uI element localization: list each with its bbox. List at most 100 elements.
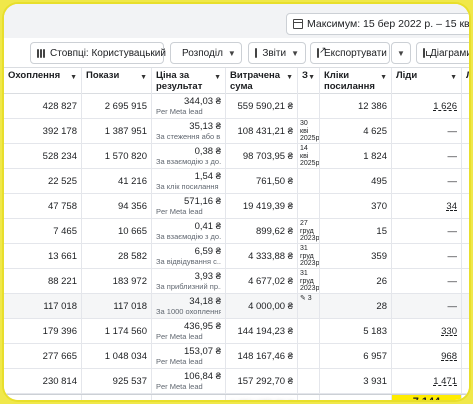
cell-value: 117 018: [113, 301, 147, 312]
cell-spent: 19 419,39 ₴: [226, 194, 298, 219]
total-spent: 1 250 677,30 ₴: [226, 395, 298, 400]
breakdown-button[interactable]: Розподіл ▼: [170, 42, 242, 64]
cell-value: 1 174 560: [104, 326, 147, 337]
cell-value[interactable]: 34: [446, 201, 457, 212]
cell-spent: 157 292,70 ₴: [226, 369, 298, 394]
cell-value: 4 677,02 ₴: [248, 276, 293, 287]
cell-impressions: 28 582: [82, 244, 152, 269]
cell-value: 34,18 ₴: [189, 296, 221, 307]
cell-value: 94 356: [117, 201, 147, 212]
header-label: Кліки посилання: [324, 70, 375, 92]
columns-button[interactable]: Стовпці: Користувацький ▼: [30, 42, 179, 64]
cell-leads: 1 471: [392, 369, 462, 394]
cell-leads: —: [392, 244, 462, 269]
header-leads[interactable]: Ліди ▼: [392, 68, 462, 94]
header-link-clicks[interactable]: Кліки посилання ▼: [320, 68, 392, 94]
ads-manager-window: Максимум: 15 бер 2022 р. – 15 кві 2025 р…: [4, 4, 469, 400]
table-row[interactable]: 392 178 1 387 951 35,13 ₴ За стеження або в…: [4, 119, 469, 144]
cell-cost-per-result: 436,95 ₴ Per Meta lead: [152, 319, 226, 344]
export-button[interactable]: Експортувати: [310, 42, 390, 64]
table-row[interactable]: 230 814 925 537 106,84 ₴ Per Meta lead 157 2…: [4, 369, 469, 394]
columns-label: Стовпці: Користувацький: [50, 47, 166, 59]
cell-value[interactable]: —: [447, 251, 458, 262]
cell-extra: [462, 244, 469, 269]
chevron-down-icon: ▼: [397, 48, 405, 58]
cell-reach: 392 178: [4, 119, 82, 144]
cell-extra: [462, 194, 469, 219]
table-row[interactable]: 528 234 1 570 820 0,38 ₴ За взаємодію з до.…: [4, 144, 469, 169]
cell-value: 761,50 ₴: [256, 176, 293, 187]
table-row[interactable]: 88 221 183 972 3,93 ₴ За приблизний пр... 4 …: [4, 269, 469, 294]
cell-cost-per-result: 0,38 ₴ За взаємодію з до...: [152, 144, 226, 169]
cell-value: 899,62 ₴: [256, 226, 293, 237]
cell-value[interactable]: —: [447, 151, 458, 162]
cell-value: 4 625: [363, 126, 387, 137]
table-row[interactable]: 22 525 41 216 1,54 ₴ За клік посилання 761,5…: [4, 169, 469, 194]
cell-reach: 277 665: [4, 344, 82, 369]
cell-value[interactable]: —: [447, 301, 458, 312]
table-row[interactable]: 277 665 1 048 034 153,07 ₴ Per Meta lead 148…: [4, 344, 469, 369]
header-impressions[interactable]: Покази ▼: [82, 68, 152, 94]
table-header: Охоплення ▼ Покази ▼ Ціна за результат ▼ Ви…: [4, 68, 469, 94]
header-date[interactable]: З ▼: [298, 68, 320, 94]
columns-icon: [37, 48, 45, 58]
table-row[interactable]: 117 018 117 018 34,18 ₴За 1000 охоплення..…: [4, 294, 469, 319]
cell-extra: [462, 94, 469, 119]
cell-value: 22 525: [47, 176, 77, 187]
cell-value: 559 590,21 ₴: [237, 101, 293, 112]
cell-clicks: 5 183: [320, 319, 392, 344]
header-extra[interactable]: Л: [462, 68, 469, 94]
cell-value: 359: [371, 251, 387, 262]
table-row[interactable]: 179 396 1 174 560 436,95 ₴ Per Meta lead 144…: [4, 319, 469, 344]
cell-value[interactable]: 968: [441, 351, 457, 362]
cell-value[interactable]: —: [447, 226, 458, 237]
cell-impressions: 1 174 560: [82, 319, 152, 344]
cell-value: 528 234: [42, 151, 77, 162]
cell-value: 98 703,95 ₴: [242, 151, 293, 162]
header-label: Л: [466, 70, 469, 81]
charts-button[interactable]: Діаграми: [416, 42, 469, 64]
cell-reach: 428 827: [4, 94, 82, 119]
table-row[interactable]: 428 827 2 695 915 344,03 ₴ Per Meta lead 559…: [4, 94, 469, 119]
export-menu-button[interactable]: ▼: [391, 42, 411, 64]
cell-impressions: 10 665: [82, 219, 152, 244]
reports-button[interactable]: Звіти ▼: [248, 42, 306, 64]
cell-extra: [462, 319, 469, 344]
cell-value: 1 570 820: [104, 151, 147, 162]
cell-extra: [462, 294, 469, 319]
cell-leads: —: [392, 219, 462, 244]
cell-leads: 1 626: [392, 94, 462, 119]
cell-sub-label: Per Meta lead: [156, 332, 203, 341]
cell-date: [298, 194, 320, 219]
cell-value: 3 931: [363, 376, 387, 387]
date-range-picker[interactable]: Максимум: 15 бер 2022 р. – 15 кві 2025 р…: [286, 13, 469, 35]
sort-icon: ▼: [380, 74, 387, 81]
cell-date: [298, 369, 320, 394]
header-cost-per-result[interactable]: Ціна за результат ▼: [152, 68, 226, 94]
header-reach[interactable]: Охоплення ▼: [4, 68, 82, 94]
cell-clicks: 6 957: [320, 344, 392, 369]
cell-value[interactable]: 1 626: [433, 101, 457, 112]
cell-value[interactable]: 330: [441, 326, 457, 337]
cell-value: 26: [376, 276, 387, 287]
table-row[interactable]: 7 465 10 665 0,41 ₴ За взаємодію з до... 899…: [4, 219, 469, 244]
cell-cost-per-result: 106,84 ₴ Per Meta lead: [152, 369, 226, 394]
cell-value: 1 048 034: [104, 351, 147, 362]
header-amount-spent[interactable]: Витрачена сума ▼: [226, 68, 298, 94]
cell-value: 4 333,88 ₴: [248, 251, 293, 262]
table-row[interactable]: 47 758 94 356 571,16 ₴ Per Meta lead 19 419,…: [4, 194, 469, 219]
cell-cost-per-result: 3,93 ₴ За приблизний пр...: [152, 269, 226, 294]
cell-clicks: 495: [320, 169, 392, 194]
chart-icon: [423, 48, 431, 58]
total-leads: 7 144Усього: [392, 395, 462, 400]
cell-value[interactable]: —: [447, 276, 458, 287]
cell-value[interactable]: 1 471: [433, 376, 457, 387]
cell-value: 1,54 ₴: [194, 171, 221, 182]
table-row[interactable]: 13 661 28 582 6,59 ₴ За відвідування с... 4 …: [4, 244, 469, 269]
cell-value[interactable]: —: [447, 126, 458, 137]
cell-sub-label: Per Meta lead: [156, 107, 203, 116]
cell-leads: —: [392, 169, 462, 194]
cell-sub-label: За клік посилання: [156, 182, 219, 191]
cell-value: 7 465: [53, 226, 77, 237]
cell-value[interactable]: —: [447, 176, 458, 187]
